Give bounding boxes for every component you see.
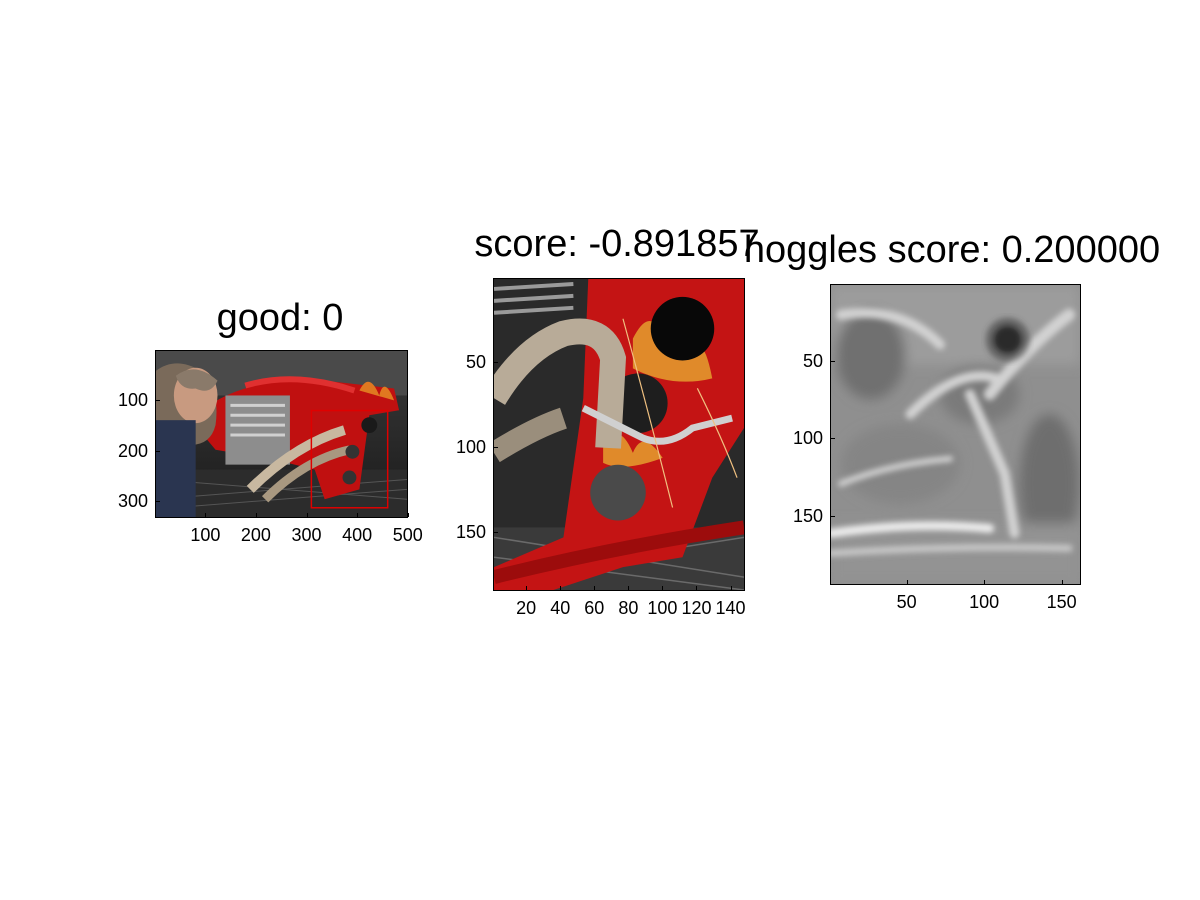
- panel1-x-tick-mark: [255, 513, 257, 517]
- panel1-y-tick-mark: [156, 450, 160, 452]
- panel1-title: good: 0: [216, 297, 344, 339]
- panel1-y-tick-mark: [156, 400, 160, 402]
- panel2-x-tick-mark: [628, 586, 630, 590]
- panel3-x-tick-mark: [1061, 580, 1063, 584]
- panel2-y-tick-mark: [494, 532, 498, 534]
- panel1-axes: [155, 350, 408, 518]
- panel3-y-tick-label: 50: [802, 350, 823, 371]
- panel3-x-tick-label: 50: [896, 592, 917, 612]
- panel3-x-tick-label: 150: [1046, 592, 1077, 612]
- panel1-x-tick-mark: [357, 513, 359, 517]
- panel1-motorcycle-image: [156, 351, 407, 517]
- panel3-title: hoggles score: 0.200000: [743, 229, 1161, 271]
- panel2-x-tick-mark: [560, 586, 562, 590]
- panel2-y-tick-label: 150: [455, 522, 486, 543]
- panel2-crop-image: [494, 279, 744, 590]
- panel2-x-tick-mark: [730, 586, 732, 590]
- panel3-x-tick-mark: [906, 580, 908, 584]
- panel2-x-tick-mark: [696, 586, 698, 590]
- panel1-y-tick-label: 100: [117, 390, 148, 411]
- detection-box: [310, 409, 389, 509]
- panel2-title: score: -0.891857: [474, 223, 760, 265]
- panel2-x-tick-label: 40: [550, 598, 571, 618]
- panel1-x-tick-mark: [306, 513, 308, 517]
- panel1-y-tick-mark: [156, 501, 160, 503]
- panel2-x-tick-mark: [526, 586, 528, 590]
- panel2-x-tick-mark: [662, 586, 664, 590]
- panel1-x-tick-label: 200: [240, 525, 271, 545]
- panel2-x-tick-label: 140: [715, 598, 746, 618]
- panel2-y-tick-label: 50: [465, 352, 486, 373]
- panel1-x-tick-mark: [407, 513, 409, 517]
- panel2-y-tick-label: 100: [455, 437, 486, 458]
- panel3-x-tick-label: 100: [969, 592, 1000, 612]
- panel1-y-tick-label: 300: [117, 491, 148, 512]
- panel3-x-tick-mark: [984, 580, 986, 584]
- panel2-y-tick-mark: [494, 362, 498, 364]
- panel3-y-tick-mark: [831, 515, 835, 517]
- panel3-axes: [830, 284, 1081, 585]
- panel3-y-tick-mark: [831, 360, 835, 362]
- panel2-x-tick-label: 20: [516, 598, 537, 618]
- panel2-y-tick-mark: [494, 447, 498, 449]
- panel3-hoggles-heatmap: [831, 285, 1080, 584]
- panel1-x-tick-label: 100: [190, 525, 221, 545]
- panel1-x-tick-label: 300: [291, 525, 322, 545]
- panel2-axes: [493, 278, 745, 591]
- panel1-x-tick-mark: [205, 513, 207, 517]
- panel1-x-tick-label: 500: [392, 525, 423, 545]
- panel2-x-tick-label: 100: [647, 598, 678, 618]
- panel3-y-tick-mark: [831, 438, 835, 440]
- panel2-x-tick-mark: [594, 586, 596, 590]
- panel1-y-tick-label: 200: [117, 440, 148, 461]
- panel2-x-tick-label: 80: [618, 598, 639, 618]
- panel3-y-tick-label: 100: [792, 428, 823, 449]
- panel2-x-tick-label: 60: [584, 598, 605, 618]
- panel3-y-tick-label: 150: [792, 505, 823, 526]
- panel1-x-tick-label: 400: [342, 525, 373, 545]
- panel2-x-tick-label: 120: [681, 598, 712, 618]
